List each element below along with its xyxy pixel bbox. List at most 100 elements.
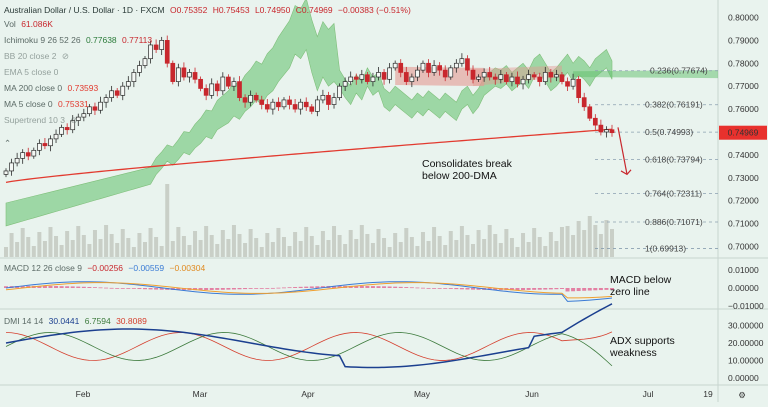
legend-ma5[interactable]: MA 5 close 0 0.75331 — [4, 99, 92, 110]
candle — [420, 60, 426, 73]
legend-ma200[interactable]: MA 200 close 0 0.73593 — [4, 83, 101, 94]
ma200-line — [5, 128, 613, 184]
volume-bar — [193, 231, 198, 257]
volume-bar — [543, 246, 548, 257]
candle-body — [309, 106, 315, 112]
candle — [298, 98, 304, 115]
macd-tick-label: 0.01000 — [728, 265, 759, 275]
volume-bar — [154, 237, 159, 257]
candle-body — [420, 62, 426, 71]
annotation-price: Consolidates break — [422, 158, 513, 170]
candle-body — [426, 62, 431, 73]
candle — [320, 89, 326, 104]
volume-bar — [281, 237, 286, 257]
candle-body — [253, 94, 259, 101]
volume-bar — [554, 241, 559, 257]
volume-bar — [459, 226, 464, 257]
dmi-tick-label: 20.00000 — [728, 338, 764, 348]
volume-bar — [181, 236, 186, 257]
candle-body — [148, 44, 153, 60]
annotation-adx: ADX supports — [610, 335, 675, 347]
price-tick-label: 0.74000 — [728, 150, 759, 160]
macd-histogram-bar — [393, 286, 398, 288]
candle-body — [53, 133, 59, 140]
candle — [198, 76, 203, 92]
candle-body — [303, 101, 309, 108]
candle-body — [181, 67, 187, 78]
fib-level-label: 0.5(0.74993) — [645, 127, 693, 137]
fib-level-label: 0.618(0.73794) — [645, 155, 703, 165]
candle — [181, 62, 187, 81]
legend-supertrend[interactable]: Supertrend 10 3 ⊘ — [4, 115, 80, 126]
candle — [515, 71, 520, 88]
candle-body — [203, 88, 209, 96]
ichimoku-value-2: 0.77113 — [122, 35, 153, 45]
volume-bar — [604, 220, 609, 257]
price-tick-label: 0.76000 — [728, 104, 759, 114]
candle-body — [359, 74, 365, 80]
volume-bar — [209, 235, 214, 257]
symbol-title[interactable]: Australian Dollar / U.S. Dollar · 1D · F… — [4, 5, 165, 15]
candle-body — [187, 72, 192, 78]
volume-bar — [159, 246, 164, 257]
candle — [453, 59, 459, 73]
candle-body — [409, 76, 415, 82]
macd-histogram-bar — [309, 286, 314, 288]
macd-histogram-bar — [370, 286, 375, 288]
candle — [3, 168, 9, 178]
price-tick-label: 0.70000 — [728, 242, 759, 252]
candle — [120, 82, 126, 101]
collapse-legend-icon[interactable]: ⌃ — [4, 138, 12, 148]
candle-body — [109, 90, 114, 98]
macd-line — [5, 281, 613, 302]
candle-body — [581, 97, 587, 108]
candle — [264, 99, 270, 113]
legend-macd[interactable]: MACD 12 26 close 9 −0.00256 −0.00559 −0.… — [4, 263, 208, 274]
candle — [576, 75, 581, 104]
macd-histogram-bar — [454, 288, 459, 290]
candle — [9, 158, 14, 176]
legend-ema[interactable]: EMA 5 close 0 — [4, 67, 61, 78]
candle-body — [609, 129, 615, 134]
candle-body — [481, 72, 487, 78]
candle-body — [554, 74, 559, 78]
candle-body — [376, 72, 381, 78]
candle — [114, 88, 120, 99]
macd-histogram-bar — [115, 288, 120, 289]
volume-bar — [437, 236, 442, 257]
macd-histogram-bar — [448, 288, 453, 289]
candle-body — [192, 72, 198, 80]
volume-bar — [26, 237, 31, 257]
volume-bar — [315, 245, 320, 257]
candle-body — [220, 76, 226, 92]
eye-off-icon[interactable]: ⊘ — [61, 51, 69, 61]
legend-volume[interactable]: Vol 61.086K — [4, 19, 56, 30]
volume-bar — [398, 242, 403, 257]
price-tick-label: 0.73000 — [728, 173, 759, 183]
candle — [526, 69, 531, 84]
candle-body — [153, 44, 159, 50]
candle — [337, 83, 342, 101]
candle — [398, 59, 404, 78]
macd-histogram-bar — [20, 285, 25, 288]
legend-ichimoku[interactable]: Ichimoku 9 26 52 26 0.77638 0.77113 — [4, 35, 155, 46]
legend-bb[interactable]: BB 20 close 2 ⊘ — [4, 51, 72, 62]
macd-histogram-bar — [198, 288, 203, 291]
volume-bar — [443, 245, 448, 257]
candle-body — [331, 97, 337, 105]
candle-body — [281, 99, 287, 108]
dmi-plus-line — [5, 332, 613, 367]
candle — [242, 94, 248, 108]
volume-bar — [348, 230, 353, 257]
macd-histogram-bar — [231, 288, 236, 290]
candle — [253, 92, 259, 103]
macd-histogram-bar — [365, 285, 370, 288]
macd-histogram-bar — [120, 288, 125, 289]
volume-bar — [237, 234, 242, 257]
volume-bar — [365, 234, 370, 257]
candle-body — [592, 117, 598, 126]
eye-off-icon[interactable]: ⊘ — [70, 115, 78, 125]
volume-bar — [532, 228, 537, 257]
candle-body — [237, 81, 242, 98]
legend-dmi[interactable]: DMI 14 14 30.0441 6.7594 30.8089 — [4, 316, 150, 327]
